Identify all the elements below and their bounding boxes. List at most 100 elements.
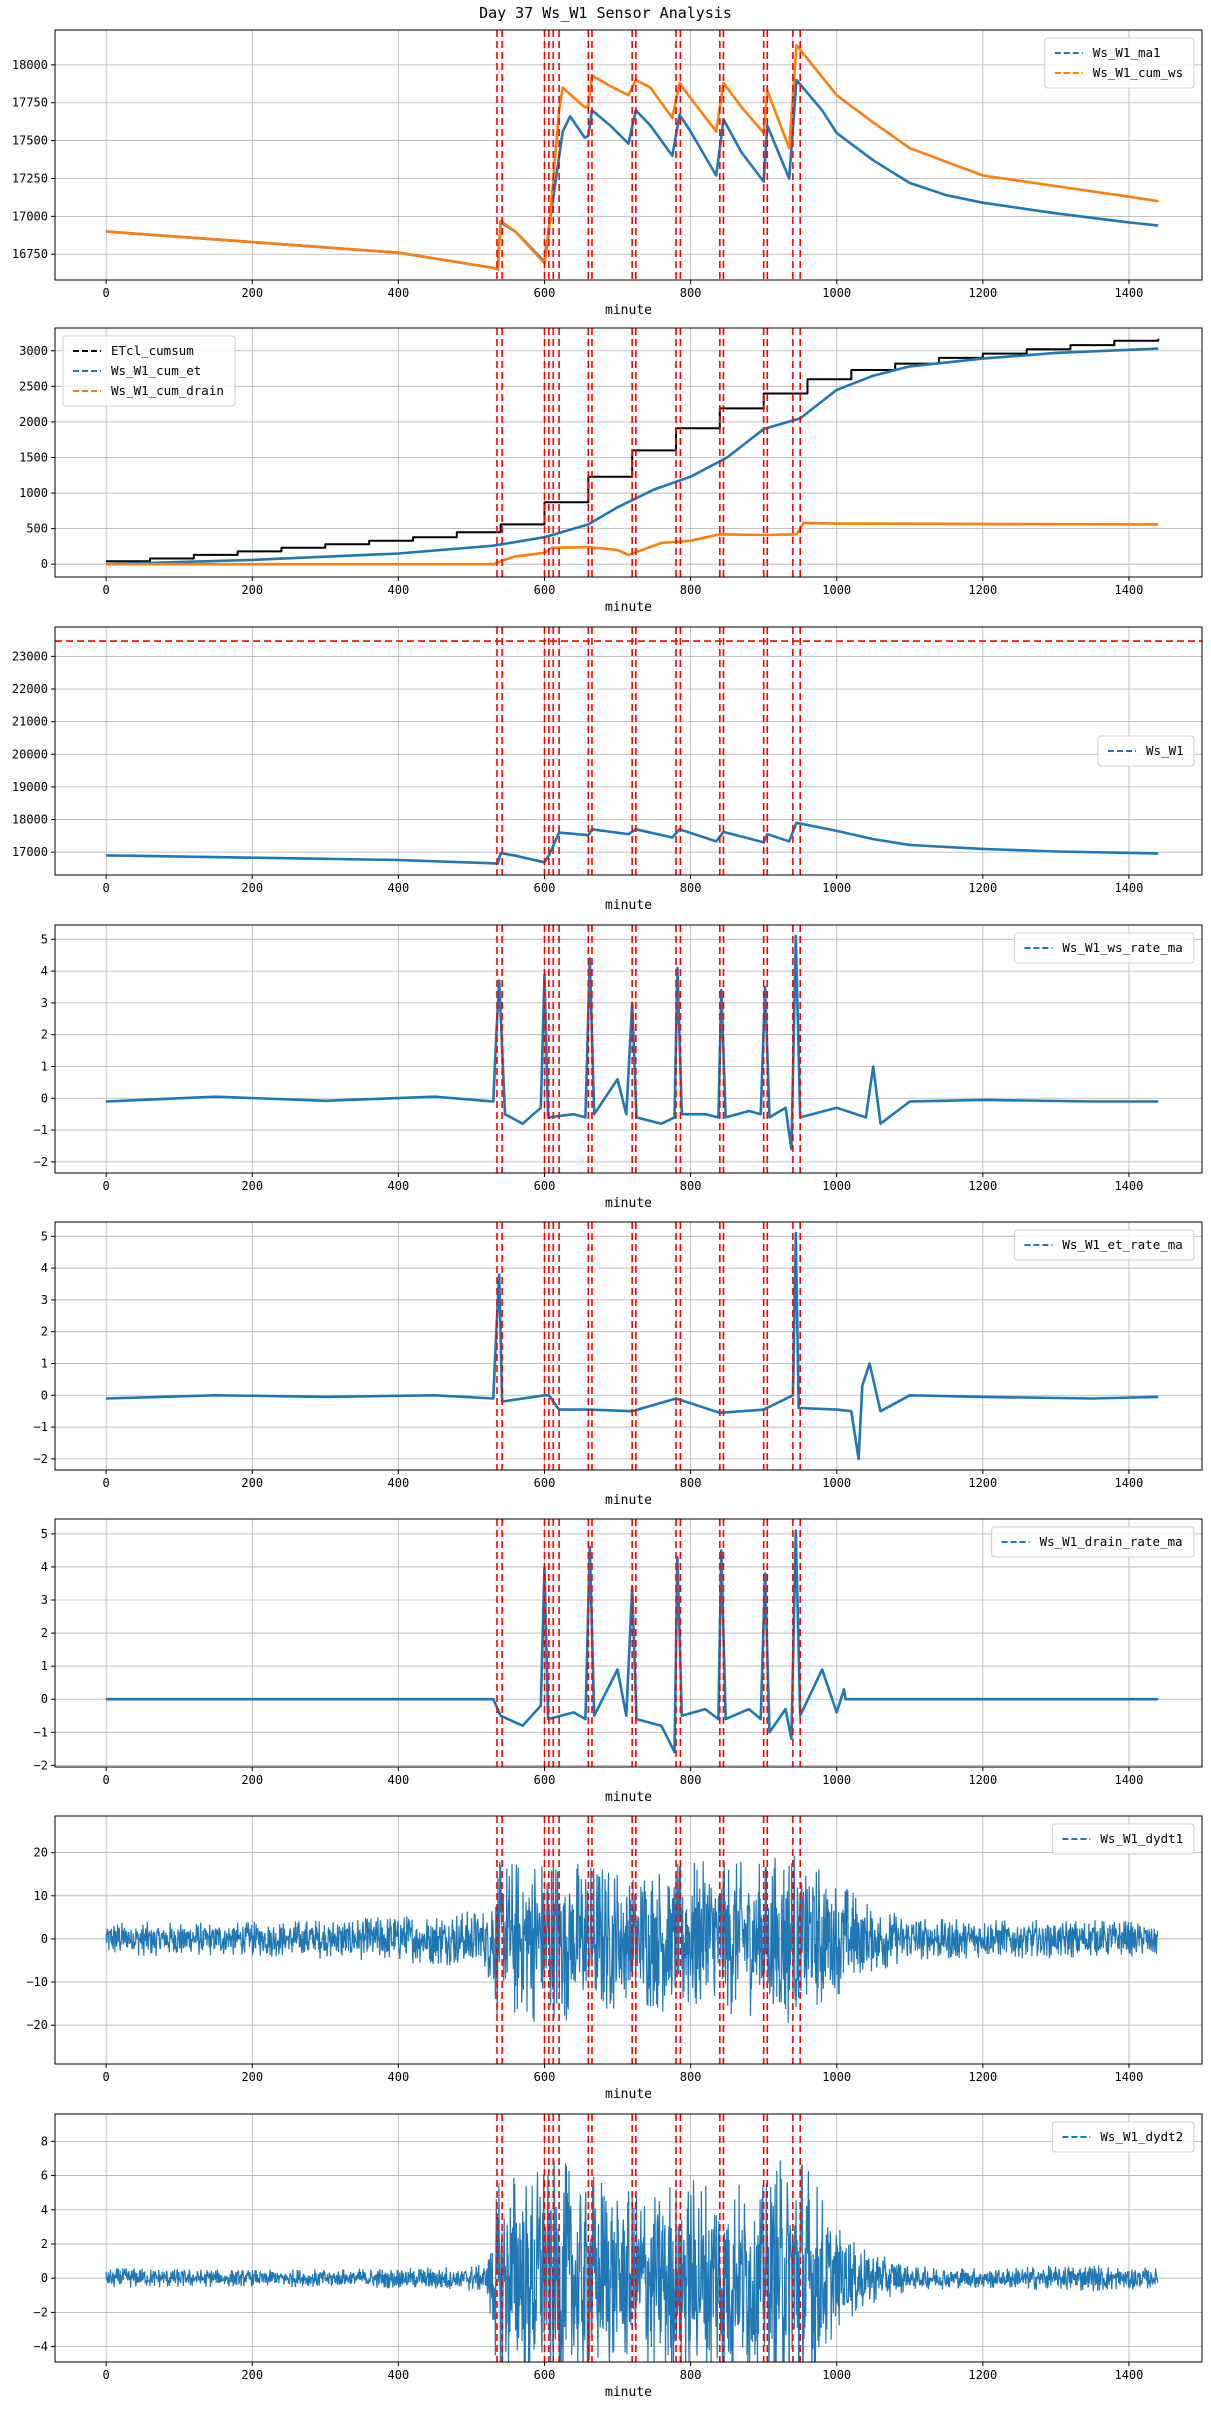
x-tick-label: 600 (534, 2368, 556, 2382)
x-tick-label: 1000 (822, 881, 851, 895)
x-tick-label: 1000 (822, 286, 851, 300)
plot-area (106, 43, 1159, 271)
legend-box (1044, 37, 1195, 89)
x-tick-label: 400 (388, 583, 410, 597)
x-tick-label: 1000 (822, 1476, 851, 1490)
y-tick-label: 4 (41, 1261, 48, 1275)
legend: Ws_W1_dydt1 (1051, 1823, 1195, 1855)
x-tick-label: 200 (241, 881, 263, 895)
y-tick-label: 1 (41, 1659, 48, 1673)
legend: Ws_W1_et_rate_ma (1013, 1229, 1195, 1261)
axes-frame (54, 1815, 1203, 2065)
x-axis-label: minute (605, 1790, 652, 1805)
chart-panel-1: 0 200 400 600 800 1000 1200 1400 16750 17000 17250… (12, 29, 1203, 318)
chart-panel-5: 0 200 400 600 800 1000 1200 1400 −2 −1 0 1 2 3 4 5 minut… (34, 1221, 1203, 1508)
x-tick-label: 1200 (968, 286, 997, 300)
x-tick-label: 0 (103, 881, 110, 895)
legend-label: Ws_W1_cum_et (111, 363, 201, 378)
x-tick-label: 800 (680, 1773, 702, 1787)
axes-frame (54, 327, 1203, 578)
x-tick-label: 800 (680, 583, 702, 597)
series-line (106, 43, 1159, 271)
y-tick-label: −1 (34, 1725, 48, 1739)
y-tick-label: −4 (34, 2340, 48, 2354)
axes-frame (54, 29, 1203, 281)
x-tick-label: 1200 (968, 1773, 997, 1787)
x-tick-label: 1200 (968, 1476, 997, 1490)
y-tick-label: 2 (41, 1028, 48, 1042)
y-tick-label: 6 (41, 2169, 48, 2183)
y-tick-label: 1 (41, 1059, 48, 1073)
y-tick-label: 5 (41, 932, 48, 946)
y-tick-label: 18000 (12, 813, 48, 827)
x-axis-label: minute (605, 2087, 652, 2102)
x-tick-label: 200 (241, 1179, 263, 1193)
y-tick-label: 8 (41, 2134, 48, 2148)
y-tick-label: 0 (41, 1388, 48, 1402)
y-tick-label: 0 (41, 1932, 48, 1946)
x-axis-label: minute (605, 2385, 652, 2400)
x-tick-label: 0 (103, 286, 110, 300)
x-tick-label: 1200 (968, 1179, 997, 1193)
x-tick-label: 1400 (1114, 2070, 1143, 2084)
y-tick-label: 500 (26, 522, 48, 536)
series-line (105, 1855, 1159, 2023)
y-tick-label: −2 (34, 1452, 48, 1466)
legend: ETcl_cumsum Ws_W1_cum_et Ws_W1_cum_drain (62, 335, 236, 407)
x-tick-label: 1400 (1114, 583, 1143, 597)
y-tick-label: 3 (41, 1593, 48, 1607)
axes-frame (54, 924, 1203, 1174)
x-tick-label: 0 (103, 2070, 110, 2084)
y-tick-label: 2000 (19, 415, 48, 429)
plot-area (106, 821, 1159, 865)
legend: Ws_W1_ws_rate_ma (1013, 932, 1195, 964)
legend: Ws_W1_ma1 Ws_W1_cum_ws (1044, 37, 1195, 89)
x-tick-label: 1000 (822, 1179, 851, 1193)
y-tick-label: 1000 (19, 486, 48, 500)
y-tick-label: 17000 (12, 209, 48, 223)
series-line (106, 1529, 1159, 1754)
y-tick-label: 3 (41, 996, 48, 1010)
y-tick-label: 16750 (12, 247, 48, 261)
legend: Ws_W1_dydt2 (1051, 2121, 1195, 2153)
x-tick-label: 1200 (968, 583, 997, 597)
legend-box (1051, 1823, 1195, 1855)
legend-label: ETcl_cumsum (111, 343, 194, 358)
legend: Ws_W1 (1097, 735, 1195, 767)
y-tick-label: −1 (34, 1123, 48, 1137)
chart-panel-6: 0 200 400 600 800 1000 1200 1400 −2 −1 0 1 2 3 4 5 minut… (34, 1518, 1203, 1805)
x-tick-label: 1000 (822, 1773, 851, 1787)
x-tick-label: 200 (241, 2368, 263, 2382)
chart-panel-8: 0 200 400 600 800 1000 1200 1400 −4 −2 0 2 4 6 8 minute… (34, 2113, 1203, 2400)
legend-box (62, 335, 236, 407)
plot-area (106, 1529, 1159, 1754)
x-tick-label: 0 (103, 583, 110, 597)
x-axis-label: minute (605, 898, 652, 913)
y-tick-label: 22000 (12, 682, 48, 696)
series-line (106, 821, 1159, 865)
x-tick-label: 800 (680, 286, 702, 300)
x-tick-label: 400 (388, 1179, 410, 1193)
x-axis-label: minute (605, 1493, 652, 1508)
y-tick-label: 10 (34, 1889, 48, 1903)
x-tick-label: 0 (103, 1476, 110, 1490)
legend-label: Ws_W1_ws_rate_ma (1062, 940, 1182, 955)
x-tick-label: 600 (534, 286, 556, 300)
x-tick-label: 600 (534, 1476, 556, 1490)
y-tick-label: 17500 (12, 134, 48, 148)
y-tick-label: 1500 (19, 450, 48, 464)
legend-box (1097, 735, 1195, 767)
x-tick-label: 600 (534, 1179, 556, 1193)
y-tick-label: 4 (41, 1560, 48, 1574)
x-tick-label: 1400 (1114, 1773, 1143, 1787)
x-axis-label: minute (605, 303, 652, 318)
y-tick-label: 19000 (12, 780, 48, 794)
y-tick-label: 4 (41, 964, 48, 978)
y-tick-label: −1 (34, 1420, 48, 1434)
y-tick-label: 2 (41, 1626, 48, 1640)
y-tick-label: 0 (41, 557, 48, 571)
y-tick-label: 3 (41, 1293, 48, 1307)
y-tick-label: 2500 (19, 379, 48, 393)
plot-area (106, 934, 1159, 1151)
series-line (106, 934, 1159, 1151)
